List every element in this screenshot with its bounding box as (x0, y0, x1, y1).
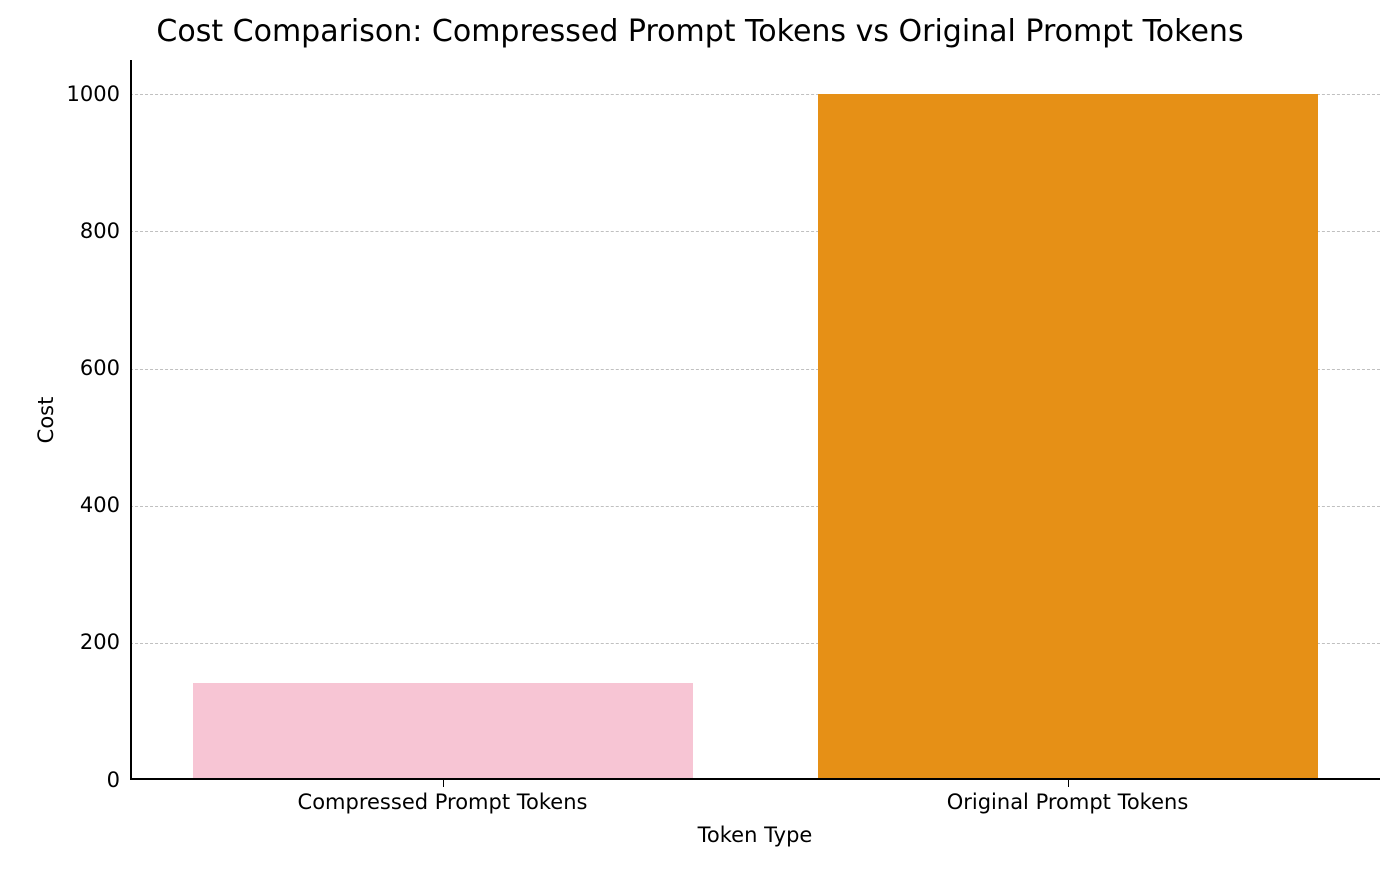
x-tick-mark (443, 780, 444, 787)
bar (193, 683, 693, 780)
y-axis-label: Cost (34, 60, 58, 780)
y-axis-spine (130, 60, 132, 780)
x-axis-label: Token Type (130, 823, 1380, 847)
bar (818, 94, 1318, 780)
x-axis-spine (130, 778, 1380, 780)
x-tick-label: Compressed Prompt Tokens (130, 790, 755, 814)
x-tick-label: Original Prompt Tokens (755, 790, 1380, 814)
chart-title: Cost Comparison: Compressed Prompt Token… (0, 14, 1400, 49)
plot-area (130, 60, 1380, 780)
x-tick-mark (1068, 780, 1069, 787)
chart-container: Cost Comparison: Compressed Prompt Token… (0, 0, 1400, 876)
